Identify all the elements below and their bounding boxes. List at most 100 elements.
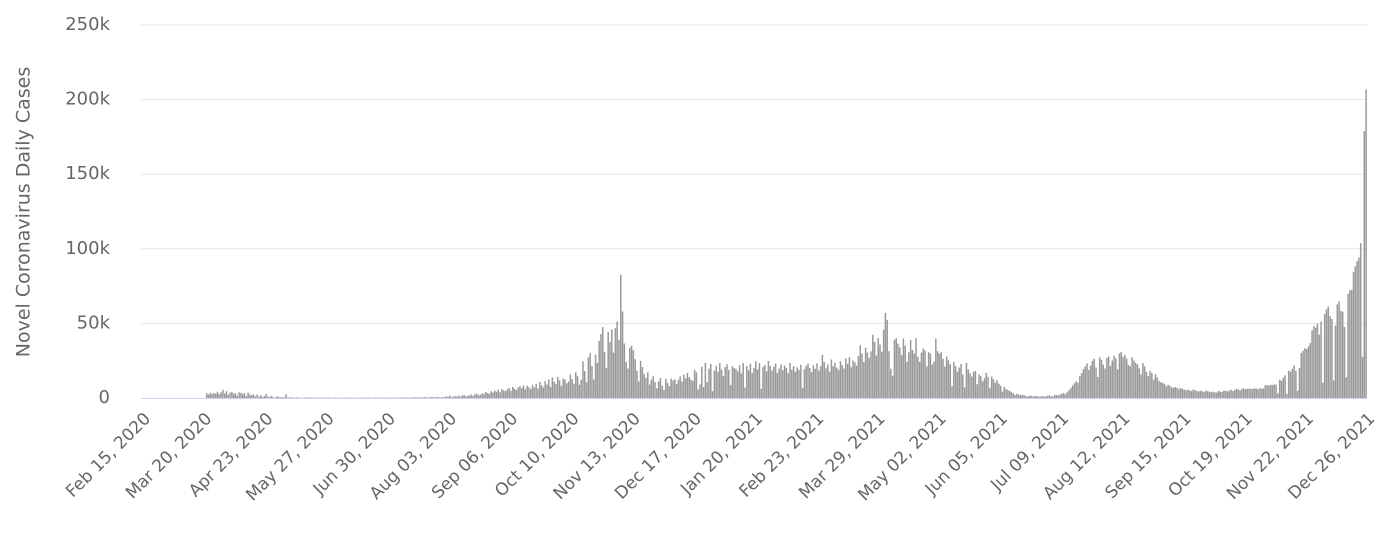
bar bbox=[1206, 391, 1209, 398]
bar bbox=[499, 392, 501, 398]
bar bbox=[803, 369, 806, 398]
bar bbox=[774, 363, 777, 398]
bar bbox=[810, 372, 813, 398]
bar bbox=[207, 394, 210, 398]
bar bbox=[1118, 353, 1121, 398]
bar bbox=[620, 274, 622, 398]
bar bbox=[891, 375, 894, 398]
bar bbox=[549, 386, 552, 398]
bar bbox=[494, 390, 496, 398]
bar bbox=[1269, 384, 1272, 398]
bar bbox=[688, 376, 690, 398]
bar bbox=[944, 366, 946, 398]
bar bbox=[1089, 365, 1092, 398]
bar bbox=[900, 355, 903, 398]
bar bbox=[461, 395, 464, 398]
bar bbox=[798, 369, 800, 398]
bar bbox=[1291, 368, 1294, 398]
bar bbox=[863, 362, 865, 398]
bar bbox=[1340, 311, 1342, 398]
bar bbox=[241, 393, 244, 398]
bar bbox=[1163, 383, 1166, 398]
bar bbox=[729, 385, 732, 398]
bar bbox=[1190, 391, 1193, 398]
bar bbox=[634, 359, 636, 398]
bar bbox=[526, 385, 528, 398]
bar bbox=[1151, 373, 1153, 398]
bar bbox=[400, 397, 402, 398]
bar bbox=[1268, 385, 1270, 398]
bar bbox=[405, 397, 408, 398]
bar bbox=[692, 380, 694, 398]
bar bbox=[272, 397, 275, 398]
bar bbox=[506, 389, 509, 398]
bar bbox=[985, 372, 987, 398]
bar bbox=[1343, 326, 1346, 398]
bar bbox=[571, 379, 573, 398]
bar bbox=[420, 397, 422, 398]
bar bbox=[1082, 369, 1085, 398]
bar bbox=[794, 371, 797, 398]
bar bbox=[1061, 393, 1063, 398]
bar bbox=[533, 387, 536, 398]
bar bbox=[681, 381, 683, 398]
bar bbox=[218, 394, 221, 398]
bar bbox=[227, 394, 230, 398]
bar bbox=[1073, 383, 1076, 398]
bar bbox=[1062, 393, 1065, 398]
bar bbox=[512, 386, 514, 398]
bar bbox=[1005, 388, 1007, 398]
bar bbox=[252, 394, 255, 398]
bar bbox=[1250, 389, 1252, 398]
bar bbox=[465, 396, 467, 398]
bar bbox=[1352, 271, 1355, 398]
bar bbox=[677, 379, 680, 398]
bar bbox=[1091, 360, 1094, 398]
bar bbox=[1010, 392, 1013, 398]
bar bbox=[1179, 388, 1182, 398]
bar bbox=[603, 351, 606, 398]
bar bbox=[564, 379, 566, 398]
bar bbox=[1338, 301, 1340, 398]
bar bbox=[902, 338, 905, 398]
bar bbox=[1170, 387, 1173, 398]
bar bbox=[580, 379, 582, 398]
bar bbox=[1356, 261, 1358, 398]
bar bbox=[738, 365, 741, 398]
bar bbox=[1160, 382, 1162, 398]
bar bbox=[1255, 388, 1258, 398]
bar bbox=[605, 368, 608, 398]
bar bbox=[1307, 346, 1310, 398]
bar bbox=[598, 341, 600, 398]
bar bbox=[834, 362, 836, 398]
bar bbox=[474, 394, 476, 398]
bar bbox=[535, 383, 537, 398]
bar bbox=[845, 358, 847, 398]
bar bbox=[259, 395, 262, 398]
bar bbox=[1129, 366, 1132, 398]
bar bbox=[1028, 395, 1031, 398]
bar bbox=[1264, 385, 1267, 398]
bar bbox=[843, 368, 845, 398]
bar bbox=[1071, 385, 1074, 398]
bar bbox=[758, 363, 761, 398]
bar bbox=[1115, 358, 1117, 398]
bar bbox=[693, 369, 696, 398]
bar bbox=[436, 396, 438, 398]
bar bbox=[1313, 326, 1315, 398]
bar bbox=[611, 329, 613, 398]
bar bbox=[1277, 393, 1279, 398]
bar bbox=[821, 354, 824, 398]
bar bbox=[747, 370, 750, 398]
bar bbox=[265, 393, 267, 398]
bar bbox=[479, 394, 482, 398]
bar bbox=[466, 395, 469, 398]
bar bbox=[486, 393, 489, 398]
bar bbox=[1266, 384, 1268, 398]
bar bbox=[767, 360, 770, 398]
bar bbox=[540, 385, 543, 398]
bar bbox=[1244, 389, 1247, 398]
bar bbox=[886, 320, 888, 398]
bar bbox=[485, 392, 487, 398]
bar bbox=[724, 367, 726, 398]
